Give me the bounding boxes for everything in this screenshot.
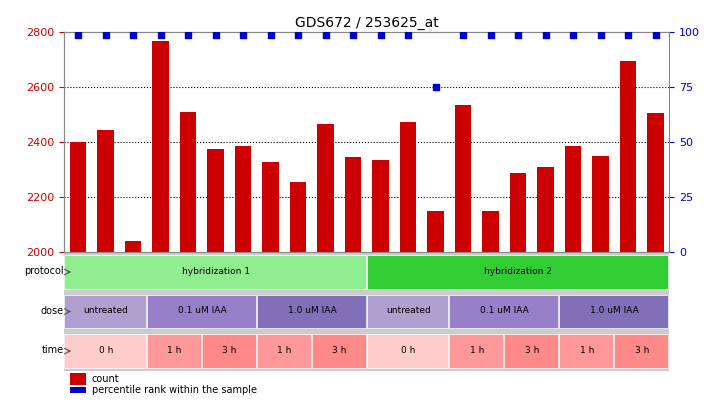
Text: protocol: protocol (24, 266, 64, 276)
Point (595, 31, 606, 38)
Bar (208, 149, 224, 252)
Point (127, 31, 139, 38)
Bar (147, 295, 256, 328)
Bar (367, 255, 668, 289)
Point (402, 31, 414, 38)
Bar (64, 295, 146, 328)
Bar (202, 335, 256, 368)
Text: 3 h: 3 h (525, 346, 539, 355)
Point (513, 31, 524, 38)
Bar (345, 158, 362, 252)
Text: 1 h: 1 h (470, 346, 484, 355)
Text: untreated: untreated (83, 306, 128, 315)
Text: 0.1 uM IAA: 0.1 uM IAA (480, 306, 529, 315)
Bar (290, 182, 306, 252)
Text: 0.1 uM IAA: 0.1 uM IAA (178, 306, 226, 315)
Bar (450, 335, 503, 368)
Bar (559, 295, 668, 328)
Text: 3 h: 3 h (635, 346, 649, 355)
Point (485, 31, 496, 38)
Bar (620, 61, 637, 252)
Bar (592, 156, 609, 252)
Bar (312, 335, 366, 368)
Bar (614, 335, 668, 368)
Text: hybridization 1: hybridization 1 (182, 266, 250, 276)
Title: GDS672 / 253625_at: GDS672 / 253625_at (295, 16, 439, 30)
Bar (372, 160, 389, 252)
Bar (565, 147, 581, 252)
Point (265, 31, 276, 38)
Point (238, 31, 249, 38)
Point (155, 31, 166, 38)
Point (622, 31, 634, 38)
Text: 1 h: 1 h (580, 346, 594, 355)
Bar (97, 130, 114, 252)
Point (72, 31, 84, 38)
Point (100, 31, 112, 38)
Bar (505, 335, 558, 368)
Point (320, 31, 332, 38)
Point (650, 31, 662, 38)
Bar (147, 335, 201, 368)
Text: 1.0 uM IAA: 1.0 uM IAA (288, 306, 337, 315)
Bar (367, 295, 448, 328)
Bar (538, 167, 554, 252)
Bar (257, 295, 366, 328)
Point (292, 31, 304, 38)
Bar (257, 335, 311, 368)
Bar (64, 335, 146, 368)
Text: 3 h: 3 h (332, 346, 347, 355)
Bar (64, 255, 366, 289)
Point (430, 84, 442, 91)
Bar (427, 211, 444, 252)
Text: 1.0 uM IAA: 1.0 uM IAA (590, 306, 639, 315)
Bar (317, 124, 334, 252)
Bar (235, 147, 251, 252)
Point (540, 31, 551, 38)
Bar (483, 211, 499, 252)
Point (458, 31, 469, 38)
Text: count: count (92, 374, 120, 384)
Text: 0 h: 0 h (99, 346, 113, 355)
Text: 1 h: 1 h (168, 346, 182, 355)
Text: percentile rank within the sample: percentile rank within the sample (92, 385, 256, 395)
Point (210, 31, 221, 38)
Bar (70, 142, 87, 252)
Bar (125, 241, 142, 252)
Point (375, 31, 387, 38)
Bar (455, 105, 471, 252)
Text: untreated: untreated (386, 306, 430, 315)
Bar (180, 112, 196, 252)
Bar (70, 373, 86, 385)
Bar (367, 335, 448, 368)
Bar (510, 173, 526, 252)
Point (347, 31, 359, 38)
Point (183, 31, 194, 38)
Bar (400, 122, 417, 252)
Text: 0 h: 0 h (401, 346, 415, 355)
Bar (153, 40, 169, 252)
Bar (559, 335, 614, 368)
Text: hybridization 2: hybridization 2 (484, 266, 552, 276)
Bar (263, 162, 279, 252)
Point (568, 31, 579, 38)
Bar (450, 295, 558, 328)
Text: time: time (42, 345, 64, 355)
Text: 1 h: 1 h (277, 346, 291, 355)
Text: dose: dose (41, 306, 64, 316)
Bar (70, 387, 86, 393)
Text: 3 h: 3 h (222, 346, 236, 355)
Bar (647, 113, 664, 252)
